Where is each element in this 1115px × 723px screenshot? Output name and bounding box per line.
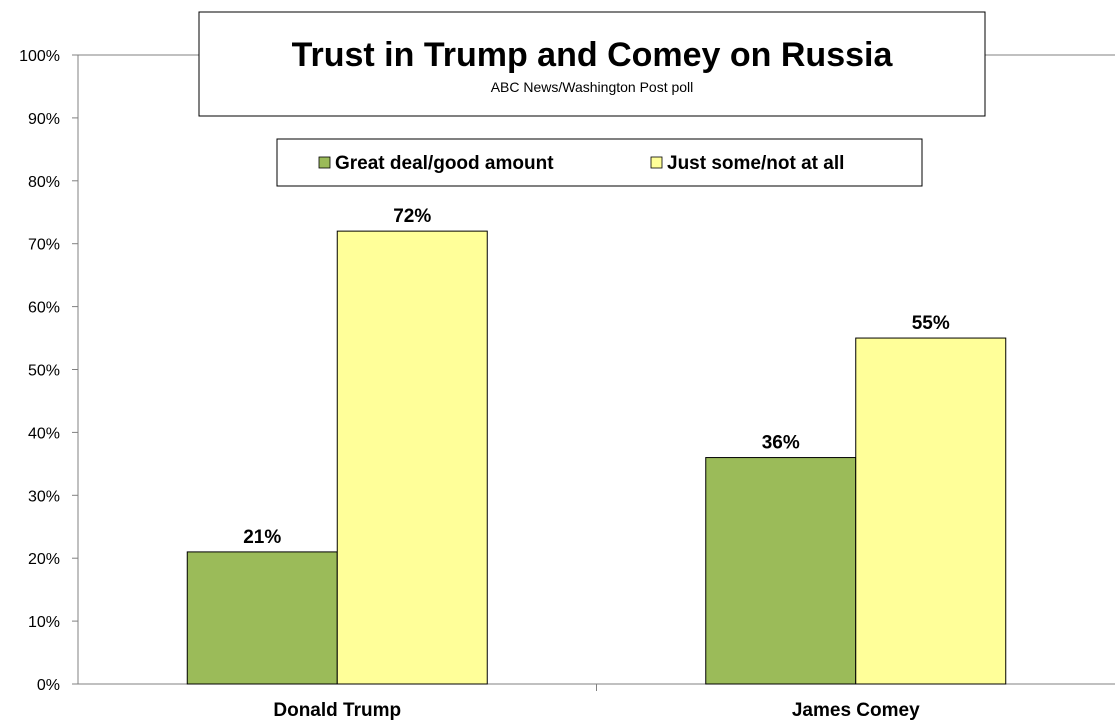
y-tick-label: 70% bbox=[28, 237, 60, 254]
legend-label-great-deal: Great deal/good amount bbox=[335, 153, 554, 174]
y-tick-label: 90% bbox=[28, 111, 60, 128]
y-tick-label: 100% bbox=[19, 48, 60, 65]
legend-swatch-just-some bbox=[650, 156, 663, 169]
bar bbox=[855, 337, 1007, 685]
data-label: 55% bbox=[912, 313, 950, 334]
category-label: James Comey bbox=[792, 700, 920, 721]
legend-swatch-great-deal bbox=[318, 156, 331, 169]
y-tick-label: 40% bbox=[28, 425, 60, 442]
y-tick-label: 60% bbox=[28, 300, 60, 317]
bar bbox=[705, 457, 857, 685]
y-ticks: 0% 10% 20% 30% 40% 50% 60% 70% 80% 90% 100% bbox=[19, 48, 78, 694]
bar bbox=[186, 551, 338, 685]
y-tick-label: 0% bbox=[37, 677, 60, 694]
y-tick-label: 10% bbox=[28, 614, 60, 631]
chart-subtitle: ABC News/Washington Post poll bbox=[491, 79, 694, 95]
legend-label-just-some: Just some/not at all bbox=[667, 153, 844, 174]
y-tick-label: 80% bbox=[28, 174, 60, 191]
category-label: Donald Trump bbox=[273, 700, 401, 721]
y-tick-label: 30% bbox=[28, 488, 60, 505]
legend: Great deal/good amount Just some/not at … bbox=[276, 138, 923, 187]
data-label: 36% bbox=[762, 433, 800, 454]
data-label: 72% bbox=[393, 206, 431, 227]
y-tick-label: 50% bbox=[28, 363, 60, 380]
data-label: 21% bbox=[243, 527, 281, 548]
bars bbox=[186, 230, 1007, 685]
category-labels: Donald Trump James Comey bbox=[273, 700, 920, 721]
data-labels: 21% 72% 36% 55% bbox=[243, 206, 950, 548]
title-box: Trust in Trump and Comey on Russia ABC N… bbox=[198, 11, 986, 117]
chart-title: Trust in Trump and Comey on Russia bbox=[292, 36, 894, 74]
y-tick-label: 20% bbox=[28, 551, 60, 568]
bar bbox=[336, 230, 488, 685]
